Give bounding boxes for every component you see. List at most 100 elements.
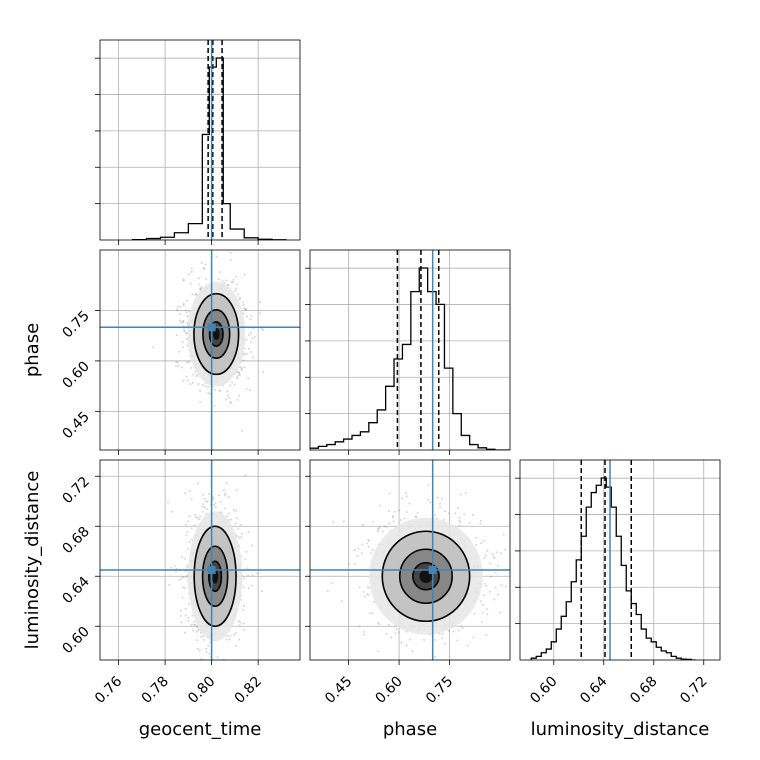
- sample-point: [496, 551, 499, 554]
- sample-point: [244, 558, 247, 561]
- sample-point: [205, 508, 208, 511]
- sample-point: [486, 549, 489, 552]
- sample-point: [196, 516, 199, 519]
- sample-point: [229, 402, 232, 405]
- sample-point: [192, 623, 195, 626]
- sample-point: [213, 404, 216, 407]
- sample-point: [471, 513, 474, 516]
- sample-point: [362, 524, 365, 527]
- sample-point: [247, 574, 250, 577]
- axes-frame: [519, 459, 721, 661]
- sample-point: [250, 331, 253, 334]
- sample-point: [376, 528, 379, 531]
- sample-point: [490, 575, 493, 578]
- sample-point: [225, 279, 228, 282]
- sample-point: [367, 594, 370, 597]
- sample-point: [224, 492, 227, 495]
- sample-point: [200, 635, 203, 638]
- sample-point: [179, 609, 182, 612]
- sample-point: [190, 498, 193, 501]
- contour-line: [398, 548, 453, 605]
- sample-point: [205, 278, 208, 281]
- sample-point: [390, 662, 392, 664]
- sample-point: [504, 548, 507, 551]
- sample-point: [185, 299, 188, 302]
- sample-point: [491, 553, 494, 556]
- sample-point: [191, 614, 194, 617]
- sample-point: [378, 623, 381, 626]
- sample-point: [249, 318, 252, 321]
- sample-point: [185, 375, 188, 378]
- sample-point: [182, 586, 185, 589]
- sample-point: [212, 498, 215, 501]
- sample-point: [199, 400, 202, 403]
- sample-point: [258, 301, 261, 304]
- sample-point: [196, 639, 199, 642]
- sample-point: [483, 582, 486, 585]
- sample-point: [170, 510, 173, 513]
- sample-point: [366, 542, 369, 545]
- sample-point: [499, 552, 502, 555]
- sample-point: [183, 586, 186, 589]
- sample-point: [398, 509, 401, 512]
- sample-point: [207, 385, 210, 388]
- sample-point: [201, 505, 204, 508]
- sample-point: [403, 517, 406, 520]
- sample-point: [221, 280, 224, 283]
- sample-point: [247, 377, 250, 380]
- sample-point: [245, 338, 248, 341]
- truth-marker: [428, 566, 437, 574]
- sample-point: [182, 278, 185, 281]
- y-tick-label: 0.75: [59, 308, 92, 341]
- sample-point: [175, 334, 178, 337]
- sample-point: [197, 662, 199, 664]
- sample-point: [190, 366, 193, 369]
- sample-point: [182, 575, 185, 578]
- sample-point: [459, 493, 462, 496]
- x-axis-label: geocent_time: [139, 719, 262, 740]
- sample-point: [433, 655, 436, 658]
- sample-point: [190, 267, 193, 270]
- sample-point: [326, 590, 329, 593]
- sample-point: [223, 494, 226, 497]
- sample-point: [480, 620, 483, 623]
- sample-point: [443, 642, 446, 645]
- sample-point: [238, 371, 241, 374]
- sample-point: [187, 273, 190, 276]
- sample-point: [235, 489, 238, 492]
- density-luminosity_distance_vs_phase: [310, 460, 510, 664]
- sample-point: [235, 517, 238, 520]
- sample-point: [247, 530, 250, 533]
- sample-point: [193, 513, 196, 516]
- sample-point: [240, 532, 243, 535]
- sample-point: [244, 308, 247, 311]
- sample-point: [332, 521, 335, 524]
- sample-point: [362, 590, 365, 593]
- sample-point: [237, 619, 240, 622]
- sample-point: [231, 281, 234, 284]
- sample-point: [250, 584, 253, 587]
- sample-point: [176, 305, 179, 308]
- sample-point: [223, 668, 225, 670]
- sample-point: [203, 506, 206, 509]
- sample-point: [466, 644, 469, 647]
- sample-point: [197, 383, 200, 386]
- sample-point: [249, 350, 252, 353]
- sample-point: [202, 503, 205, 506]
- sample-point: [452, 630, 455, 633]
- sample-point: [238, 638, 241, 641]
- sample-point: [219, 500, 222, 503]
- x-tick-label: 0.60: [373, 674, 406, 707]
- sample-point: [366, 593, 369, 596]
- sample-point: [405, 644, 408, 647]
- sample-point: [237, 371, 240, 374]
- sample-point: [385, 526, 388, 529]
- contour-line: [381, 530, 471, 623]
- sample-point: [218, 270, 221, 273]
- sample-point: [347, 562, 350, 565]
- sample-point: [179, 305, 182, 308]
- sample-point: [181, 346, 184, 349]
- sample-point: [427, 498, 430, 501]
- sample-point: [198, 283, 201, 286]
- sample-point: [387, 510, 390, 513]
